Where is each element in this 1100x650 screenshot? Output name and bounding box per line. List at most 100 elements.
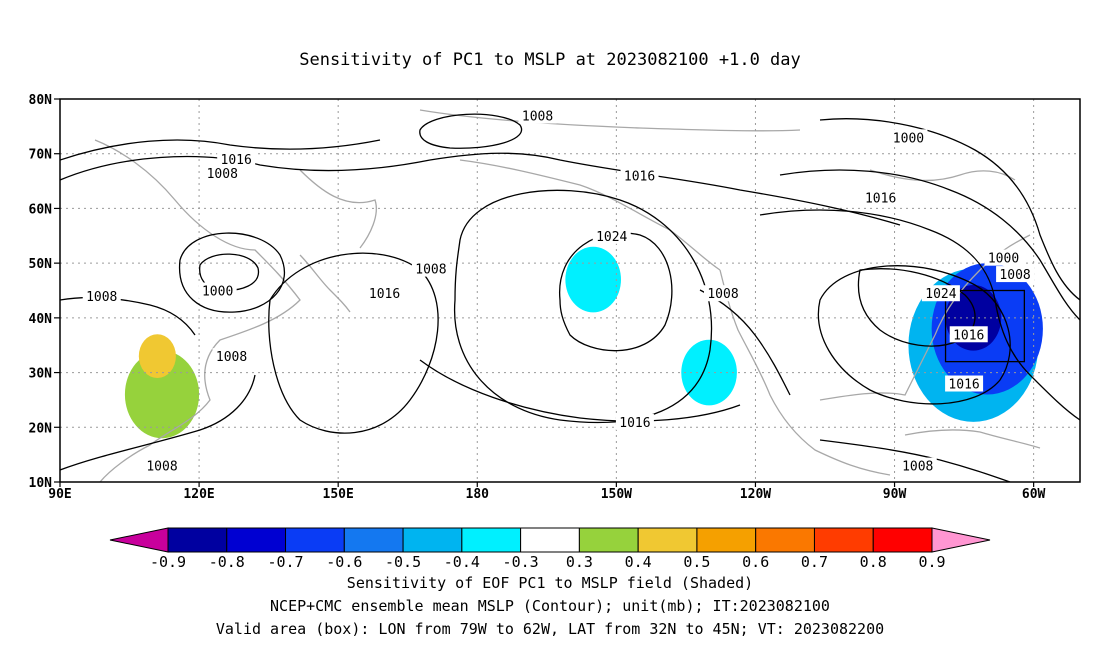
contour-1000-north-atlantic [819, 118, 1080, 301]
colorbar-label: -0.7 [267, 553, 303, 570]
lat-label: 10N [29, 476, 53, 491]
lon-label: 60W [1022, 487, 1046, 502]
colorbar-cell [520, 527, 580, 553]
contour-label: 1016 [217, 151, 256, 168]
colorbar-cell [461, 527, 522, 553]
colorbar-cell [637, 527, 698, 553]
coastline-alaska [459, 159, 721, 271]
contour-1016-west-pacific [268, 252, 439, 434]
contour-1008-north-atlantic [779, 169, 1080, 321]
svg-text:1016: 1016 [948, 378, 979, 393]
svg-text:1008: 1008 [999, 268, 1030, 283]
contour-1016-pacific-high [453, 189, 713, 424]
valid-area-box [944, 289, 1026, 363]
lat-label: 20N [29, 421, 53, 436]
footer-line-3: Valid area (box): LON from 79W to 62W, L… [215, 620, 885, 638]
longitude-labels: 90E 120E 150E 180 150W 120W 90W 60W [48, 482, 1046, 502]
footer-line-1: Sensitivity of EOF PC1 to MSLP field (Sh… [346, 574, 754, 592]
colorbar-cell [872, 527, 933, 553]
coastlines [94, 109, 1041, 482]
contour-1016-north [60, 152, 901, 226]
svg-text:1024: 1024 [925, 287, 956, 302]
coastline-east-asia [94, 139, 301, 482]
svg-text:1000: 1000 [893, 131, 924, 146]
colorbar-label: 0.3 [566, 553, 593, 570]
shade-blob-5 [138, 334, 176, 379]
colorbar: -0.9 -0.8 -0.7 -0.6 -0.5 -0.4 -0.3 0.3 0.4 0.5 0.6… [109, 527, 991, 570]
lon-label: 120E [183, 487, 214, 502]
colorbar-label: 0.4 [625, 553, 652, 570]
contour-label: 1008 [411, 260, 450, 278]
lat-label: 50N [29, 257, 53, 272]
colorbar-label: 0.7 [801, 553, 828, 570]
lat-label: 80N [29, 93, 53, 108]
colorbar-label: -0.3 [503, 553, 539, 570]
coastline-caribbean [904, 429, 1041, 449]
svg-text:1008: 1008 [522, 109, 553, 124]
contour-label: 1008 [82, 287, 121, 305]
lon-label: 180 [466, 487, 490, 502]
colorbar-cell [343, 527, 404, 553]
contour-label: 1008 [704, 285, 742, 302]
coastline-north-america-east [934, 234, 1031, 336]
colorbar-label: 0.5 [683, 553, 710, 570]
lon-label: 150E [323, 487, 354, 502]
colorbar-label: 0.9 [918, 553, 945, 570]
lat-label: 60N [29, 202, 53, 217]
colorbar-cell [226, 527, 287, 553]
contour-label: 1008 [212, 348, 251, 365]
contour-label: 1016 [365, 285, 404, 302]
contour-label: 1008 [143, 457, 181, 475]
svg-text:1008: 1008 [902, 460, 933, 475]
colorbar-cell [285, 527, 345, 553]
svg-text:1008: 1008 [146, 460, 177, 475]
coastline-north-america-west [719, 269, 891, 476]
colorbar-label: -0.8 [209, 553, 245, 570]
contour-label: 1000 [198, 282, 237, 300]
colorbar-label: -0.5 [385, 553, 421, 570]
svg-text:1016: 1016 [953, 328, 984, 343]
colorbar-cell [167, 527, 228, 553]
colorbar-cell [109, 527, 169, 553]
colorbar-label: -0.6 [326, 553, 362, 570]
footer-line-2: NCEP+CMC ensemble mean MSLP (Contour); u… [270, 597, 830, 615]
lon-label: 120W [740, 487, 771, 502]
colorbar-cell [402, 527, 463, 553]
contour-label: 1008 [996, 266, 1035, 283]
contour-1008-south-asia [60, 374, 256, 471]
svg-text:1000: 1000 [202, 285, 233, 300]
colorbar-cell [696, 527, 757, 553]
contour-label: 1008 [518, 107, 557, 124]
contour-label: 1000 [984, 249, 1023, 267]
svg-text:1016: 1016 [865, 191, 896, 206]
contour-1016-south [419, 359, 741, 422]
colorbar-cells [109, 527, 991, 553]
shade-blob-4 [565, 246, 621, 313]
contour-label: 1016 [945, 375, 984, 393]
lat-label: 40N [29, 312, 53, 327]
figure-title: Sensitivity of PC1 to MSLP at 2023082100… [299, 50, 801, 70]
contour-1008-north [60, 139, 381, 161]
contour-1008-west [60, 296, 196, 336]
svg-text:1016: 1016 [619, 416, 650, 431]
contour-label: 1000 [889, 129, 928, 146]
contour-label: 1016 [620, 167, 659, 185]
svg-text:1016: 1016 [624, 170, 655, 185]
coastline-hudson [869, 169, 1016, 182]
contour-label: 1008 [898, 457, 937, 475]
contour-1000-asia-low [199, 253, 259, 291]
contour-1016-atlantic [759, 209, 1080, 421]
svg-text:1000: 1000 [988, 252, 1019, 267]
coastline-gulf [819, 334, 936, 401]
colorbar-cell [755, 527, 815, 553]
contour-label: 1016 [949, 326, 988, 343]
contour-label: 1008 [203, 164, 242, 182]
latitude-labels: 80N 70N 60N 50N 40N 30N 20N 10N [29, 93, 60, 491]
coastline-kamchatka [299, 169, 377, 249]
lon-label: 150W [601, 487, 632, 502]
lat-label: 30N [29, 367, 53, 382]
svg-text:1008: 1008 [86, 290, 117, 305]
